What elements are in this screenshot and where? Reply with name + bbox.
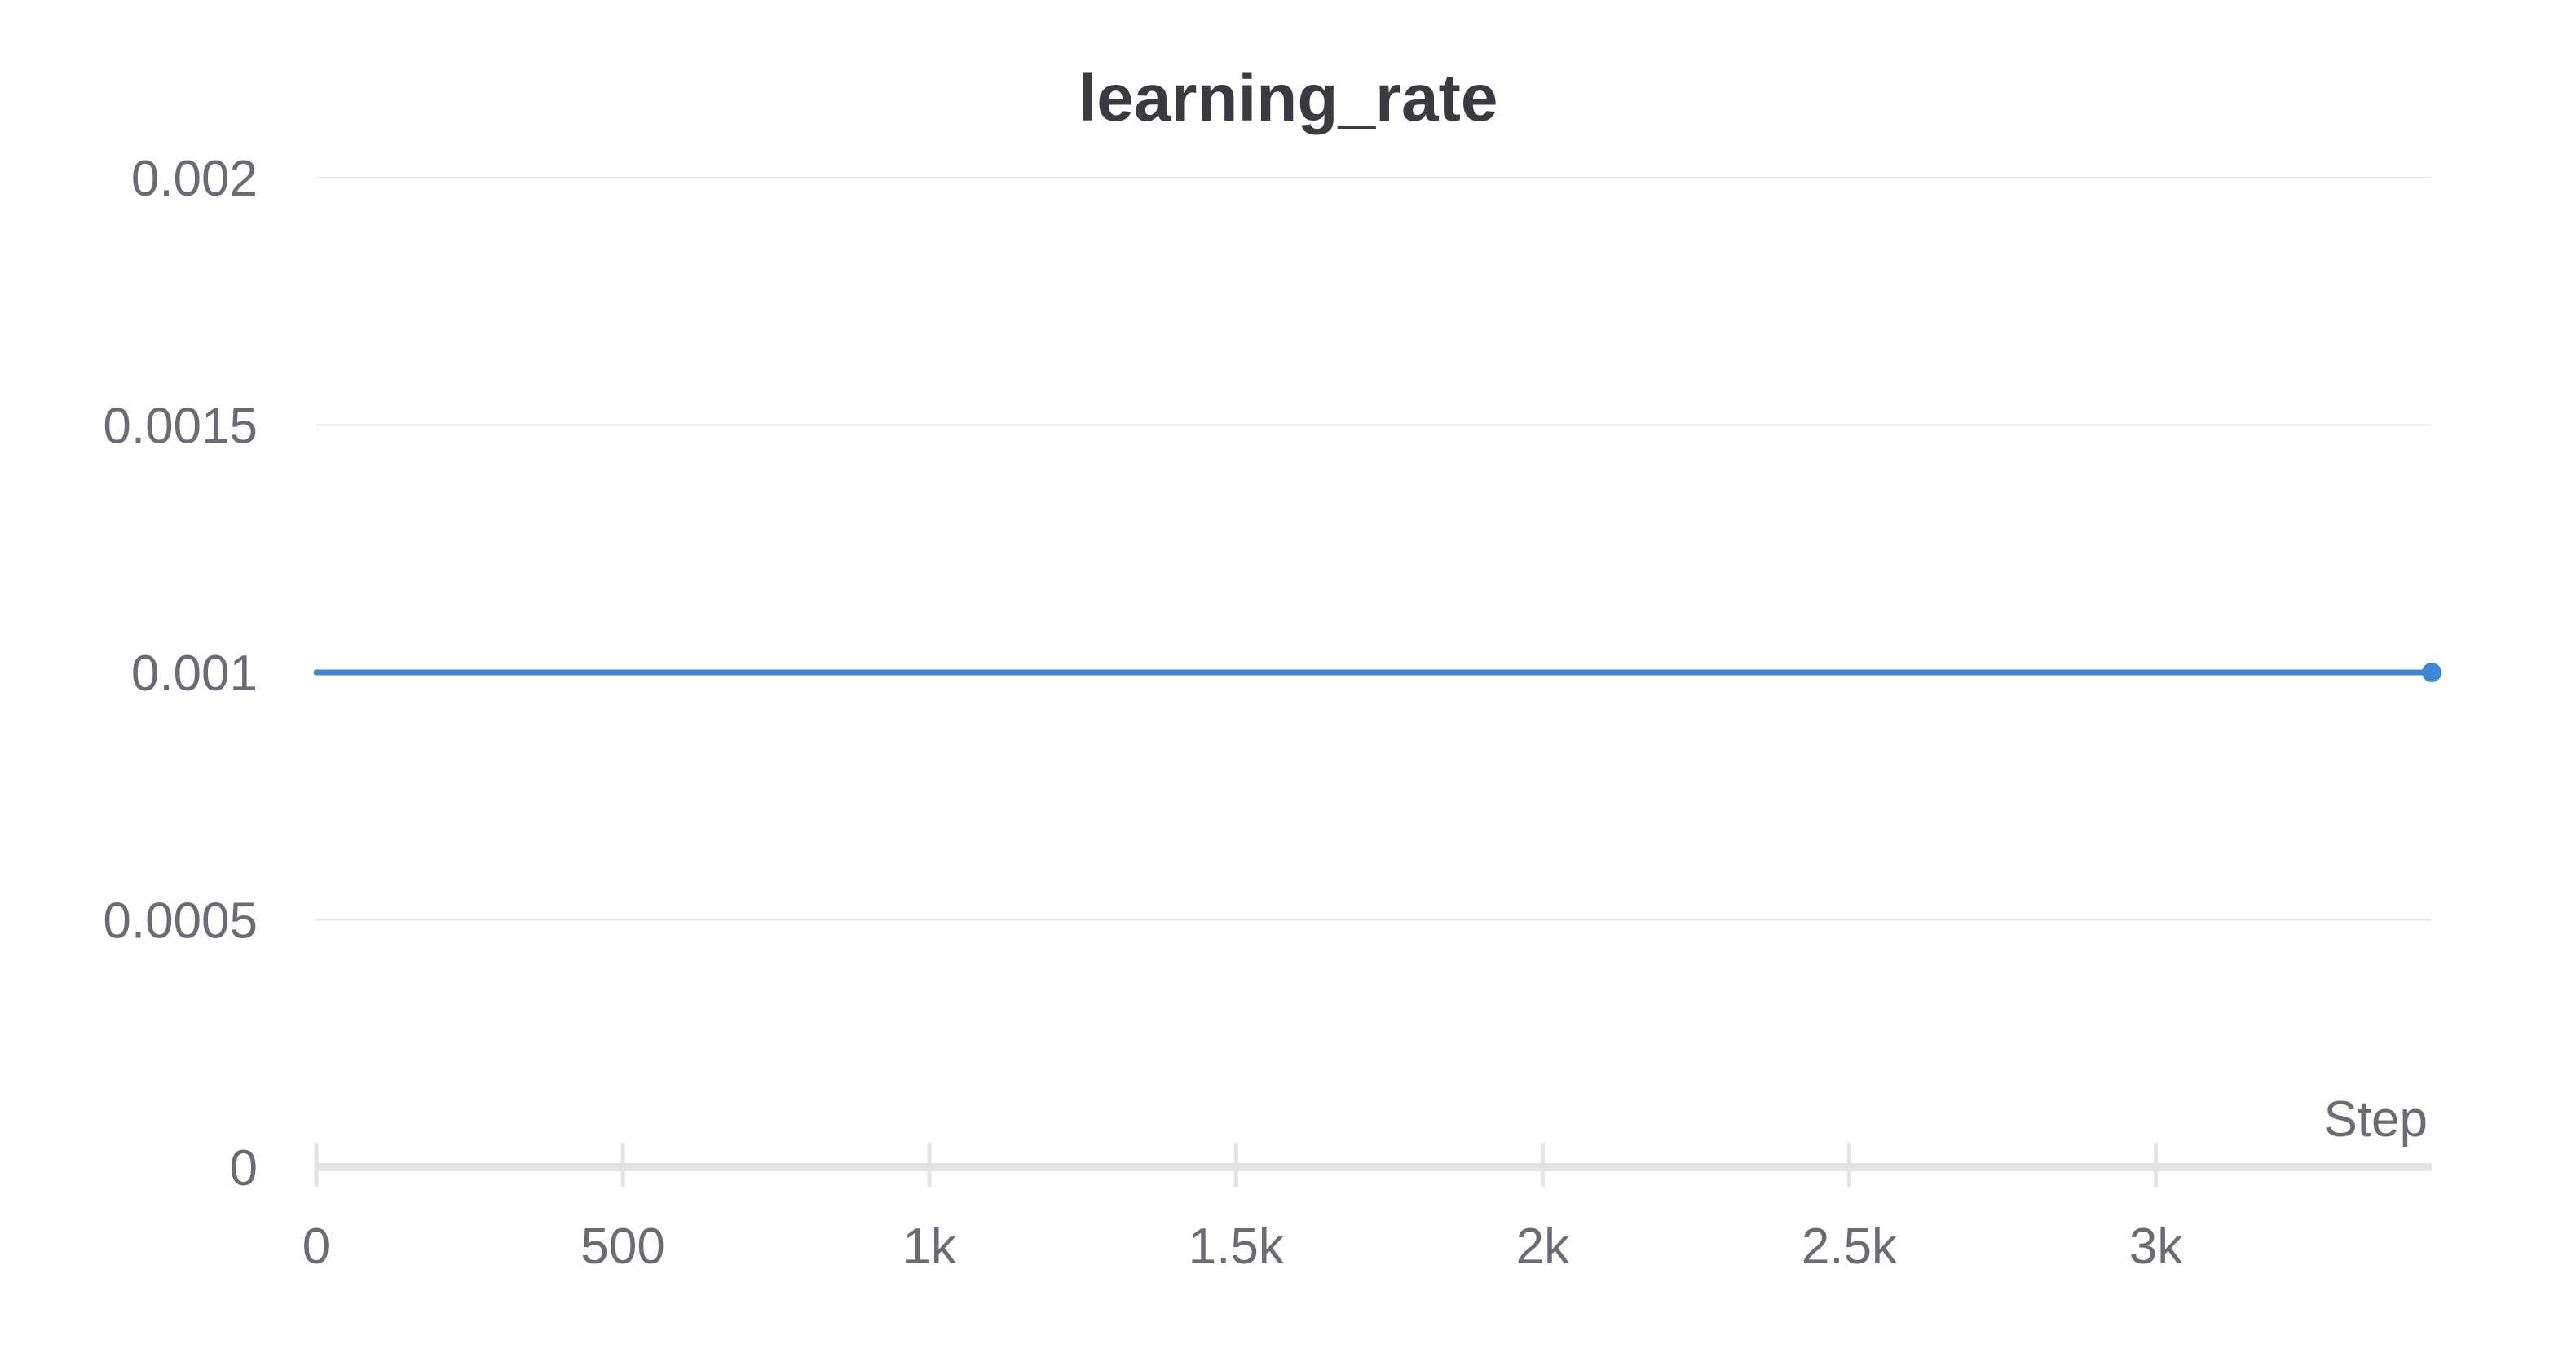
y-tick-label: 0 xyxy=(230,1140,258,1197)
chart-title: learning_rate xyxy=(1078,61,1498,135)
y-axis: 0 0.0005 0.001 0.0015 0.002 xyxy=(103,151,258,1197)
y-tick-label: 0.001 xyxy=(131,646,258,702)
series-layer xyxy=(313,663,2441,682)
x-tick-label: 1k xyxy=(902,1219,956,1275)
x-tick-label: 2k xyxy=(1516,1219,1570,1275)
y-tick-label: 0.0005 xyxy=(103,893,258,950)
y-tick-label: 0.0015 xyxy=(103,399,258,455)
x-axis-title: Step xyxy=(2323,1091,2428,1148)
x-tick-label: 2.5k xyxy=(1802,1219,1898,1275)
x-tick-label: 0 xyxy=(302,1219,330,1275)
x-tick-label: 1.5k xyxy=(1189,1219,1285,1275)
x-tick-label: 3k xyxy=(2129,1219,2183,1275)
x-tick-label: 500 xyxy=(580,1219,664,1275)
x-axis: 0 500 1k 1.5k 2k 2.5k 3k xyxy=(302,1143,2432,1275)
series-end-point[interactable] xyxy=(2422,663,2441,682)
grid-lines xyxy=(316,177,2432,921)
y-tick-label: 0.002 xyxy=(131,151,258,207)
